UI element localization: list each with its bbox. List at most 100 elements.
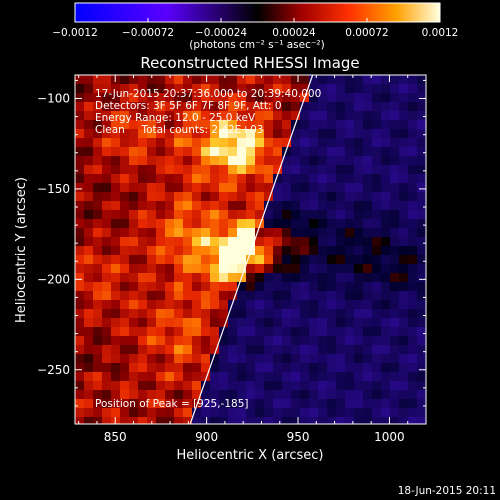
heatmap-cell bbox=[417, 174, 426, 184]
heatmap-cell bbox=[282, 408, 292, 418]
heatmap-cell bbox=[183, 93, 193, 103]
heatmap-cell bbox=[417, 282, 426, 292]
heatmap-cell bbox=[381, 318, 391, 328]
heatmap-cell bbox=[282, 165, 292, 175]
heatmap-cell bbox=[318, 345, 328, 355]
heatmap-cell bbox=[102, 381, 112, 391]
heatmap-cell bbox=[129, 219, 139, 229]
heatmap-cell bbox=[264, 156, 274, 166]
heatmap-cell bbox=[147, 75, 157, 85]
heatmap-cell bbox=[336, 255, 346, 265]
heatmap-cell bbox=[381, 147, 391, 157]
heatmap-cell bbox=[165, 300, 175, 310]
heatmap-cell bbox=[147, 300, 157, 310]
heatmap-cell bbox=[201, 318, 211, 328]
heatmap-cell bbox=[264, 300, 274, 310]
heatmap-cell bbox=[381, 84, 391, 94]
heatmap-cell bbox=[174, 282, 184, 292]
heatmap-cell bbox=[156, 345, 166, 355]
heatmap-cell bbox=[165, 399, 175, 409]
heatmap-cell bbox=[228, 318, 238, 328]
heatmap-cell bbox=[327, 246, 337, 256]
heatmap-cell bbox=[237, 102, 247, 112]
heatmap-cell bbox=[120, 165, 130, 175]
heatmap-cell bbox=[345, 309, 355, 319]
heatmap-cell bbox=[75, 147, 85, 157]
heatmap-cell bbox=[102, 102, 112, 112]
heatmap-cell bbox=[264, 111, 274, 121]
heatmap-cell bbox=[273, 264, 283, 274]
heatmap-cell bbox=[255, 408, 265, 418]
heatmap-cell bbox=[111, 327, 121, 337]
heatmap-cell bbox=[165, 345, 175, 355]
heatmap-cell bbox=[318, 336, 328, 346]
heatmap-cell bbox=[228, 336, 238, 346]
heatmap-cell bbox=[408, 138, 418, 148]
heatmap-cell bbox=[345, 282, 355, 292]
heatmap-cell bbox=[147, 84, 157, 94]
heatmap-cell bbox=[372, 309, 382, 319]
heatmap-cell bbox=[147, 354, 157, 364]
heatmap-cell bbox=[129, 192, 139, 202]
heatmap-cell bbox=[372, 372, 382, 382]
heatmap-cell bbox=[408, 147, 418, 157]
heatmap-cell bbox=[102, 399, 112, 409]
heatmap-cell bbox=[354, 309, 364, 319]
heatmap-cell bbox=[399, 138, 409, 148]
heatmap-cell bbox=[291, 255, 301, 265]
heatmap-cell bbox=[174, 408, 184, 418]
heatmap-cell bbox=[147, 210, 157, 220]
heatmap-cell bbox=[390, 345, 400, 355]
heatmap-cell bbox=[75, 102, 85, 112]
heatmap-cell bbox=[246, 165, 256, 175]
heatmap-cell bbox=[399, 201, 409, 211]
heatmap-cell bbox=[354, 120, 364, 130]
heatmap-cell bbox=[336, 102, 346, 112]
heatmap-cell bbox=[255, 381, 265, 391]
heatmap-cell bbox=[174, 129, 184, 139]
heatmap-cell bbox=[282, 138, 292, 148]
heatmap-cell bbox=[219, 363, 229, 373]
heatmap-cell bbox=[210, 291, 220, 301]
heatmap-cell bbox=[327, 345, 337, 355]
heatmap-cell bbox=[102, 273, 112, 283]
heatmap-cell bbox=[354, 273, 364, 283]
heatmap-cell bbox=[408, 111, 418, 121]
heatmap-cell bbox=[147, 381, 157, 391]
heatmap-cell bbox=[192, 291, 202, 301]
heatmap-cell bbox=[291, 237, 301, 247]
heatmap-cell bbox=[183, 147, 193, 157]
heatmap-cell bbox=[390, 174, 400, 184]
heatmap-cell bbox=[300, 255, 310, 265]
heatmap-cell bbox=[399, 129, 409, 139]
heatmap-cell bbox=[228, 120, 238, 130]
heatmap-cell bbox=[210, 273, 220, 283]
heatmap-cell bbox=[309, 291, 319, 301]
heatmap-cell bbox=[309, 318, 319, 328]
heatmap-cell bbox=[147, 264, 157, 274]
heatmap-cell bbox=[192, 138, 202, 148]
heatmap-cell bbox=[273, 138, 283, 148]
heatmap-cell bbox=[327, 102, 337, 112]
heatmap-cell bbox=[417, 363, 426, 373]
heatmap-cell bbox=[174, 210, 184, 220]
heatmap-cell bbox=[165, 156, 175, 166]
heatmap-cell bbox=[93, 120, 103, 130]
heatmap-cell bbox=[282, 228, 292, 238]
heatmap-cell bbox=[75, 417, 85, 424]
heatmap-cell bbox=[138, 192, 148, 202]
heatmap-cell bbox=[345, 264, 355, 274]
heatmap-cell bbox=[219, 255, 229, 265]
heatmap-cell bbox=[75, 273, 85, 283]
heatmap-cell bbox=[84, 210, 94, 220]
heatmap-cell bbox=[84, 219, 94, 229]
heatmap-cell bbox=[300, 381, 310, 391]
heatmap-cell bbox=[363, 354, 373, 364]
heatmap-cell bbox=[183, 390, 193, 400]
heatmap-cell bbox=[264, 381, 274, 391]
heatmap-cell bbox=[354, 183, 364, 193]
heatmap-cell bbox=[237, 156, 247, 166]
heatmap-cell bbox=[183, 363, 193, 373]
heatmap-cell bbox=[390, 282, 400, 292]
heatmap-cell bbox=[84, 165, 94, 175]
